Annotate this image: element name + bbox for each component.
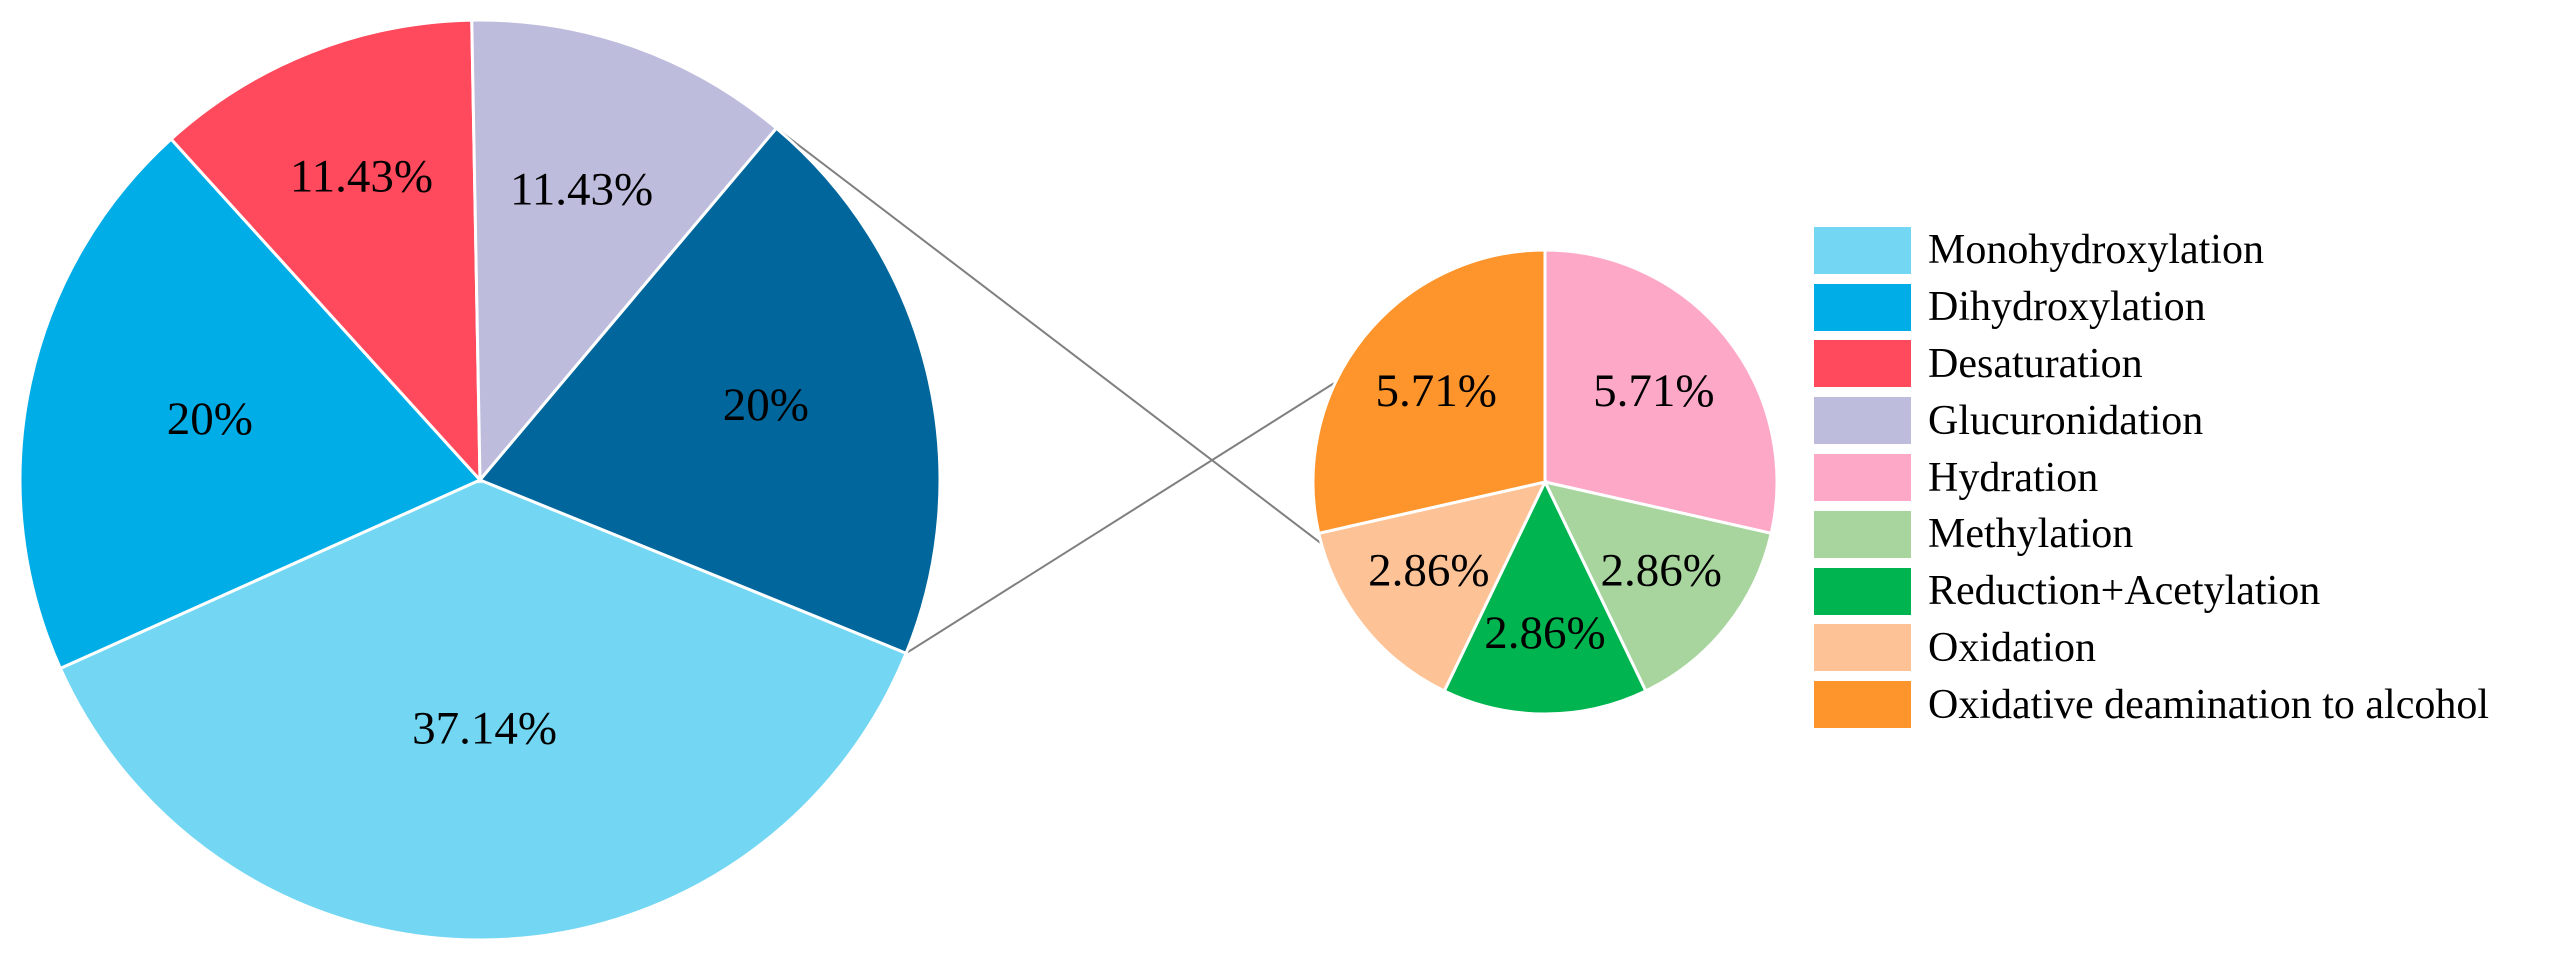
data-label-oxidative-deamination-to-alcohol: 5.71% bbox=[1376, 365, 1497, 417]
pie-slice-glucuronidation bbox=[470, 18, 779, 485]
legend-swatch bbox=[1814, 624, 1911, 672]
legend-swatch bbox=[1814, 340, 1911, 388]
legend-item-dihydroxylation: Dihydroxylation bbox=[1814, 279, 2489, 336]
data-label-oxidation: 2.86% bbox=[1368, 544, 1489, 596]
legend-label: Oxidative deamination to alcohol bbox=[1928, 681, 2490, 728]
legend-label: Dihydroxylation bbox=[1928, 284, 2206, 331]
legend-label: Oxidation bbox=[1928, 624, 2096, 671]
legend-item-methylation: Methylation bbox=[1814, 506, 2489, 563]
legend-swatch bbox=[1814, 681, 1911, 729]
pie-slice-desaturation bbox=[169, 18, 482, 484]
pie-slice-reduction-acetylation bbox=[1442, 478, 1648, 716]
legend-label: Monohydroxylation bbox=[1928, 227, 2264, 274]
legend-label: Desaturation bbox=[1928, 340, 2143, 387]
data-label-other: 20% bbox=[723, 379, 809, 431]
legend: Monohydroxylation Dihydroxylation Desatura… bbox=[1814, 222, 2489, 733]
legend-item-reduction-acetylation: Reduction+Acetylation bbox=[1814, 563, 2489, 620]
pie-slice-oxidative-deamination-to-alcohol bbox=[1311, 248, 1547, 536]
data-label-desaturation: 11.43% bbox=[290, 150, 433, 202]
pie-slice-monohydroxylation bbox=[58, 478, 909, 942]
legend-item-oxidation: Oxidation bbox=[1814, 620, 2489, 677]
legend-label: Methylation bbox=[1928, 511, 2134, 558]
pie-slice-methylation bbox=[1542, 479, 1774, 693]
data-label-dihydroxylation: 20% bbox=[167, 393, 253, 445]
legend-item-glucuronidation: Glucuronidation bbox=[1814, 392, 2489, 449]
pie-slice-other bbox=[477, 126, 942, 656]
data-label-hydration: 5.71% bbox=[1593, 365, 1714, 417]
legend-label: Hydration bbox=[1928, 454, 2099, 501]
legend-swatch bbox=[1814, 226, 1911, 274]
data-label-methylation: 2.86% bbox=[1600, 544, 1721, 596]
legend-swatch bbox=[1814, 567, 1911, 615]
legend-swatch bbox=[1814, 397, 1911, 445]
legend-label: Reduction+Acetylation bbox=[1928, 568, 2321, 615]
pie-slice-dihydroxylation bbox=[18, 136, 483, 671]
pie-slice-hydration bbox=[1543, 248, 1779, 536]
data-label-monohydroxylation: 37.14% bbox=[412, 703, 557, 755]
legend-label: Glucuronidation bbox=[1928, 397, 2204, 444]
legend-swatch bbox=[1814, 454, 1911, 502]
sub-pie: 5.71% 2.86% 2.86% 2.86% 5.71% bbox=[1311, 248, 1779, 716]
legend-item-hydration: Hydration bbox=[1814, 449, 2489, 506]
legend-swatch bbox=[1814, 510, 1911, 558]
data-label-reduction-acetylation: 2.86% bbox=[1484, 607, 1605, 659]
pie-slice-oxidation bbox=[1316, 479, 1548, 693]
main-pie: 37.14% 20% 11.43% 11.43% 20% bbox=[18, 18, 942, 942]
legend-item-monohydroxylation: Monohydroxylation bbox=[1814, 222, 2489, 279]
legend-swatch bbox=[1814, 283, 1911, 331]
legend-item-desaturation: Desaturation bbox=[1814, 336, 2489, 393]
legend-item-oxidative-deamination-to-alcohol: Oxidative deamination to alcohol bbox=[1814, 676, 2489, 733]
data-label-glucuronidation: 11.43% bbox=[510, 164, 653, 216]
